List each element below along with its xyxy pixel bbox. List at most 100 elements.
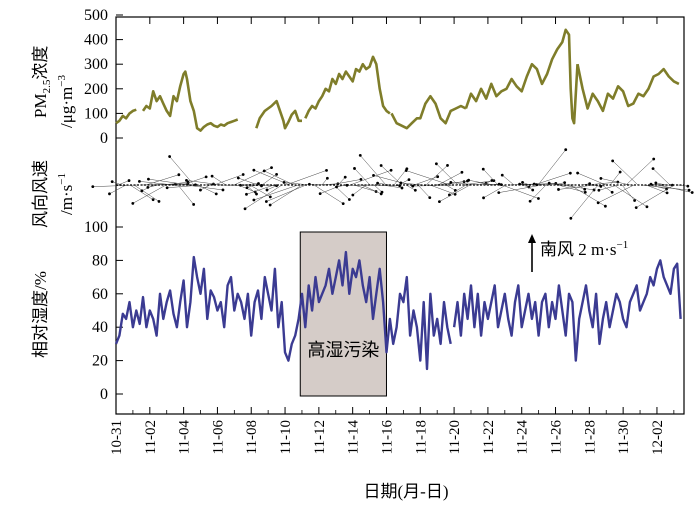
wind-vector-head <box>467 178 471 182</box>
rh-panel: 0 20 40 60 80 100 <box>84 219 682 403</box>
pm25-ytick-label: 200 <box>84 81 108 98</box>
wind-legend-label: 南风 2 m·s−1 <box>540 239 628 259</box>
wind-legend-arrowhead <box>528 234 536 243</box>
wind-vector <box>652 168 671 186</box>
wind-vector-head <box>537 197 540 200</box>
x-axis-title: 日期(月-日) <box>364 482 449 501</box>
x-tick-label: 11-30 <box>616 420 632 454</box>
wind-vector-head <box>528 199 532 203</box>
wind-vector-head <box>380 190 384 194</box>
wind-vector-head <box>221 188 225 192</box>
wind-vector-head <box>245 192 248 196</box>
wind-legend-text: 南风 2 m·s <box>540 240 617 259</box>
wind-vector <box>577 172 607 186</box>
pm25-line <box>304 55 391 119</box>
x-tick-label: 11-24 <box>515 420 531 455</box>
x-tick-label: 11-14 <box>346 420 362 455</box>
wind-vector-head <box>210 174 214 178</box>
wind-vector-head <box>434 162 438 166</box>
wind-vector-head <box>131 201 135 205</box>
wind-vector <box>613 184 648 207</box>
wind-vector <box>437 172 463 186</box>
wind-vector <box>406 170 451 186</box>
wind-vector-head <box>151 198 155 202</box>
wind-vector <box>132 184 167 204</box>
wind-vector <box>641 184 690 191</box>
wind-vector-head <box>500 173 504 177</box>
wind-vector-head <box>255 192 258 196</box>
wind-vector-head <box>347 198 351 201</box>
x-axis: 10-31 11-02 11-04 11-06 11-08 11-10 11-12 11-14… <box>109 17 675 455</box>
x-tick-label: 12-02 <box>650 420 666 455</box>
pm25-unit-sup: −3 <box>56 75 68 87</box>
wind-vector-head <box>446 164 449 167</box>
wind-vector <box>468 179 495 186</box>
wind-vector <box>213 174 244 186</box>
wind-vector <box>425 165 448 186</box>
wind-vector-head <box>252 198 256 202</box>
wind-vector <box>360 155 387 186</box>
rh-ytick-label: 20 <box>92 353 108 370</box>
rh-ytick-label: 40 <box>92 319 108 336</box>
wind-vector-head <box>389 168 393 172</box>
wind-vector <box>145 174 179 186</box>
x-tick-label: 10-31 <box>109 420 125 455</box>
wind-panel <box>91 148 694 220</box>
rh-line <box>114 250 452 371</box>
wind-vector-head <box>599 177 603 180</box>
wind-vector <box>636 184 675 208</box>
wind-vector-head <box>91 185 95 189</box>
wind-vector-head <box>576 171 580 175</box>
wind-vector <box>381 184 403 189</box>
x-tick-label: 11-26 <box>549 420 565 455</box>
wind-vector-head <box>110 180 114 184</box>
wind-vector <box>429 184 456 195</box>
wind-vector <box>313 184 344 204</box>
wind-vector <box>570 184 599 219</box>
wind-vector-head <box>146 185 150 189</box>
wind-vector-head <box>168 155 172 158</box>
wind-vector-head <box>325 176 329 180</box>
wind-vector <box>337 177 346 186</box>
wind-vector-head <box>199 188 202 192</box>
wind-vector-head <box>268 195 272 199</box>
wind-vector-head <box>265 188 269 192</box>
wind-vector-head <box>428 196 432 200</box>
wind-vector <box>598 184 619 191</box>
wind-vector <box>558 184 595 190</box>
wind-vector <box>353 184 377 192</box>
x-tick-label: 11-04 <box>177 420 193 455</box>
x-tick-label: 11-10 <box>278 420 294 454</box>
wind-vector <box>537 149 566 186</box>
wind-vector <box>177 184 194 205</box>
wind-vector-head <box>353 167 356 170</box>
wind-vector <box>417 184 430 198</box>
wind-vector-head <box>690 191 694 194</box>
wind-vector-head <box>436 175 440 179</box>
wind-vector-head <box>165 186 169 190</box>
wind-vector-head <box>243 207 247 211</box>
wind-vector-head <box>568 171 572 175</box>
wind-vector <box>373 184 383 193</box>
wind-vector-head <box>282 180 286 184</box>
wind-vector-head <box>618 170 622 174</box>
wind-vector-head <box>245 186 249 190</box>
pm25-ytick-label: 300 <box>84 56 108 73</box>
wind-vector <box>266 184 279 191</box>
wind-vector-head <box>645 205 649 209</box>
wind-vector <box>601 184 613 193</box>
wind-vector-head <box>241 173 245 176</box>
pm25-line <box>390 94 467 130</box>
wind-vector <box>502 174 515 186</box>
wind-vector <box>321 178 328 186</box>
pm25-ylabel-name: PM <box>31 93 50 118</box>
wind-vector-head <box>268 203 272 207</box>
wind-vector <box>352 184 367 196</box>
wind-vector <box>361 184 382 195</box>
wind-vector <box>533 172 571 186</box>
wind-vector <box>655 182 667 186</box>
wind-vector <box>645 184 668 194</box>
wind-vector <box>200 184 211 191</box>
rh-line <box>452 259 682 362</box>
